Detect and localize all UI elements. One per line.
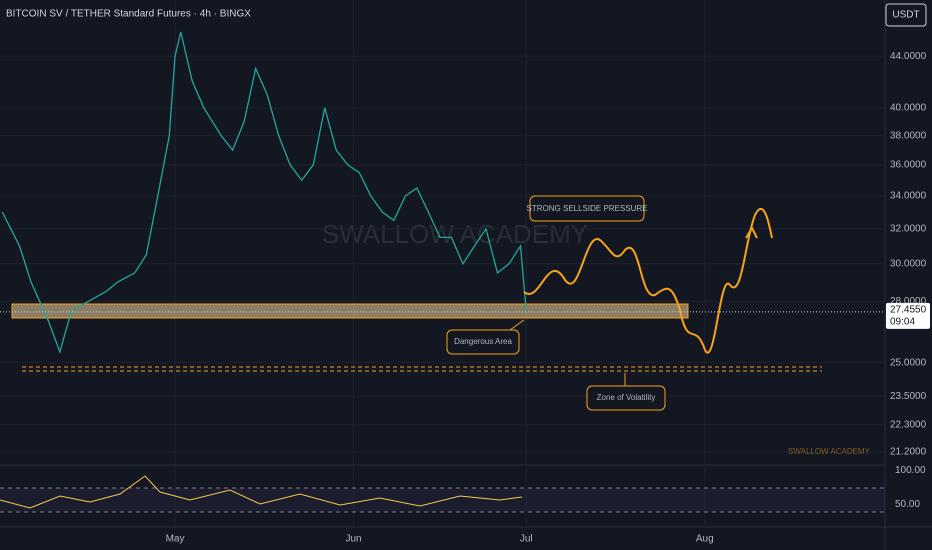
y-tick-label: 21.2000: [890, 447, 927, 458]
x-tick-label: Jun: [345, 534, 361, 545]
x-tick-label: Jul: [520, 534, 533, 545]
y-tick-label: 34.0000: [890, 191, 927, 202]
annotation: Zone of Volatility: [597, 393, 656, 402]
rsi-tick-label: 100.00: [895, 465, 926, 476]
y-tick-label: 38.0000: [890, 130, 927, 141]
projection-path: [523, 207, 773, 354]
last-price-box: [886, 302, 930, 329]
x-tick-label: May: [166, 534, 185, 545]
chart-title: BITCOIN SV / TETHER Standard Futures · 4…: [6, 9, 251, 20]
x-tick-label: Aug: [696, 534, 714, 545]
y-tick-label: 32.0000: [890, 223, 927, 234]
currency-label: USDT: [892, 10, 919, 21]
danger-zone: [11, 303, 689, 319]
y-tick-label: 25.0000: [890, 357, 927, 368]
y-tick-label: 36.0000: [890, 160, 927, 171]
y-tick-label: 22.3000: [890, 419, 927, 430]
annotation-box: [446, 329, 520, 355]
annotation-box: [529, 195, 645, 222]
countdown: 09:04: [890, 317, 915, 328]
annotation-box: [586, 385, 666, 411]
y-tick-label: 23.5000: [890, 391, 927, 402]
rsi-tick-label: 50.00: [895, 499, 920, 510]
projection-arrow: [745, 225, 758, 239]
rsi-line: [0, 475, 523, 509]
signature: SWALLOW ACADEMY: [788, 447, 871, 456]
annotation: Dangerous Area: [454, 337, 512, 346]
annotation: STRONG SELLSIDE PRESSURE: [527, 204, 648, 213]
watermark: SWALLOW ACADEMY: [322, 219, 588, 249]
y-tick-label: 44.0000: [890, 51, 927, 62]
price-line: [1, 31, 527, 355]
currency-button[interactable]: [885, 3, 927, 27]
y-tick-label: 40.0000: [890, 102, 927, 113]
y-tick-label: 28.0000: [890, 296, 927, 307]
last-price-label: 27.4550: [890, 305, 927, 316]
annotation-pointer: [509, 319, 525, 331]
y-tick-label: 30.0000: [890, 258, 927, 269]
